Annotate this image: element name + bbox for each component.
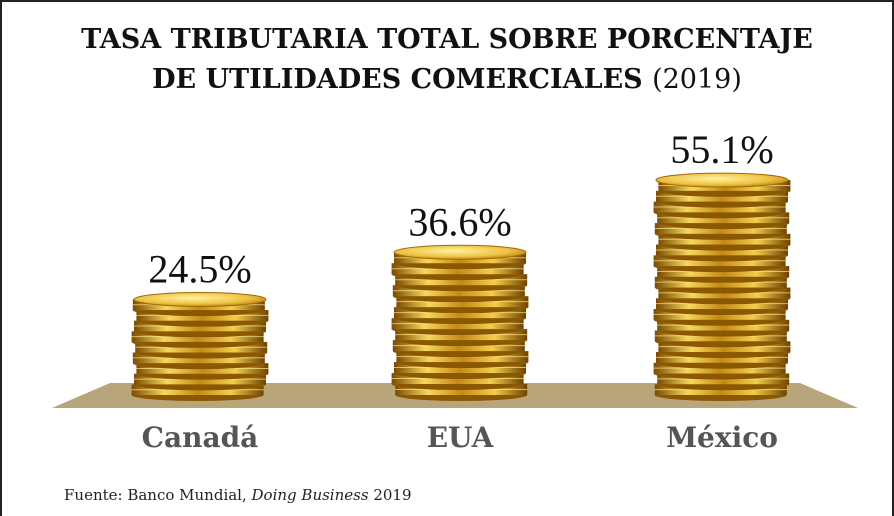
coin-stack: [653, 172, 791, 401]
category-label: Canadá: [142, 421, 259, 454]
source: 2019: [373, 486, 411, 504]
plot-area: 24.5% Canadá 36.6% EUA 55.1% México: [131, 127, 791, 454]
value-label: 24.5%: [148, 246, 251, 291]
coin-face: [393, 244, 527, 260]
source: Doing Business: [251, 486, 369, 504]
chart-title: TASA TRIBUTARIA TOTAL SOBRE PORCENTAJE: [81, 24, 813, 55]
coin-face: [655, 172, 789, 188]
chart-subtitle: (2019): [652, 64, 742, 95]
chart-title: DE UTILIDADES COMERCIALES (2019): [152, 64, 742, 95]
value-label: 36.6%: [408, 199, 511, 244]
source: Fuente: Banco Mundial,: [64, 486, 247, 504]
value-label: 55.1%: [670, 127, 773, 172]
source: Fuente: Banco Mundial, Doing Business 20…: [64, 486, 412, 504]
chart-title: DE UTILIDADES COMERCIALES: [152, 64, 643, 95]
coin-face: [133, 291, 267, 307]
coin-stack: [391, 244, 529, 401]
category-label: México: [666, 421, 778, 454]
coin-stack: [131, 291, 269, 401]
category-label: EUA: [427, 421, 495, 454]
